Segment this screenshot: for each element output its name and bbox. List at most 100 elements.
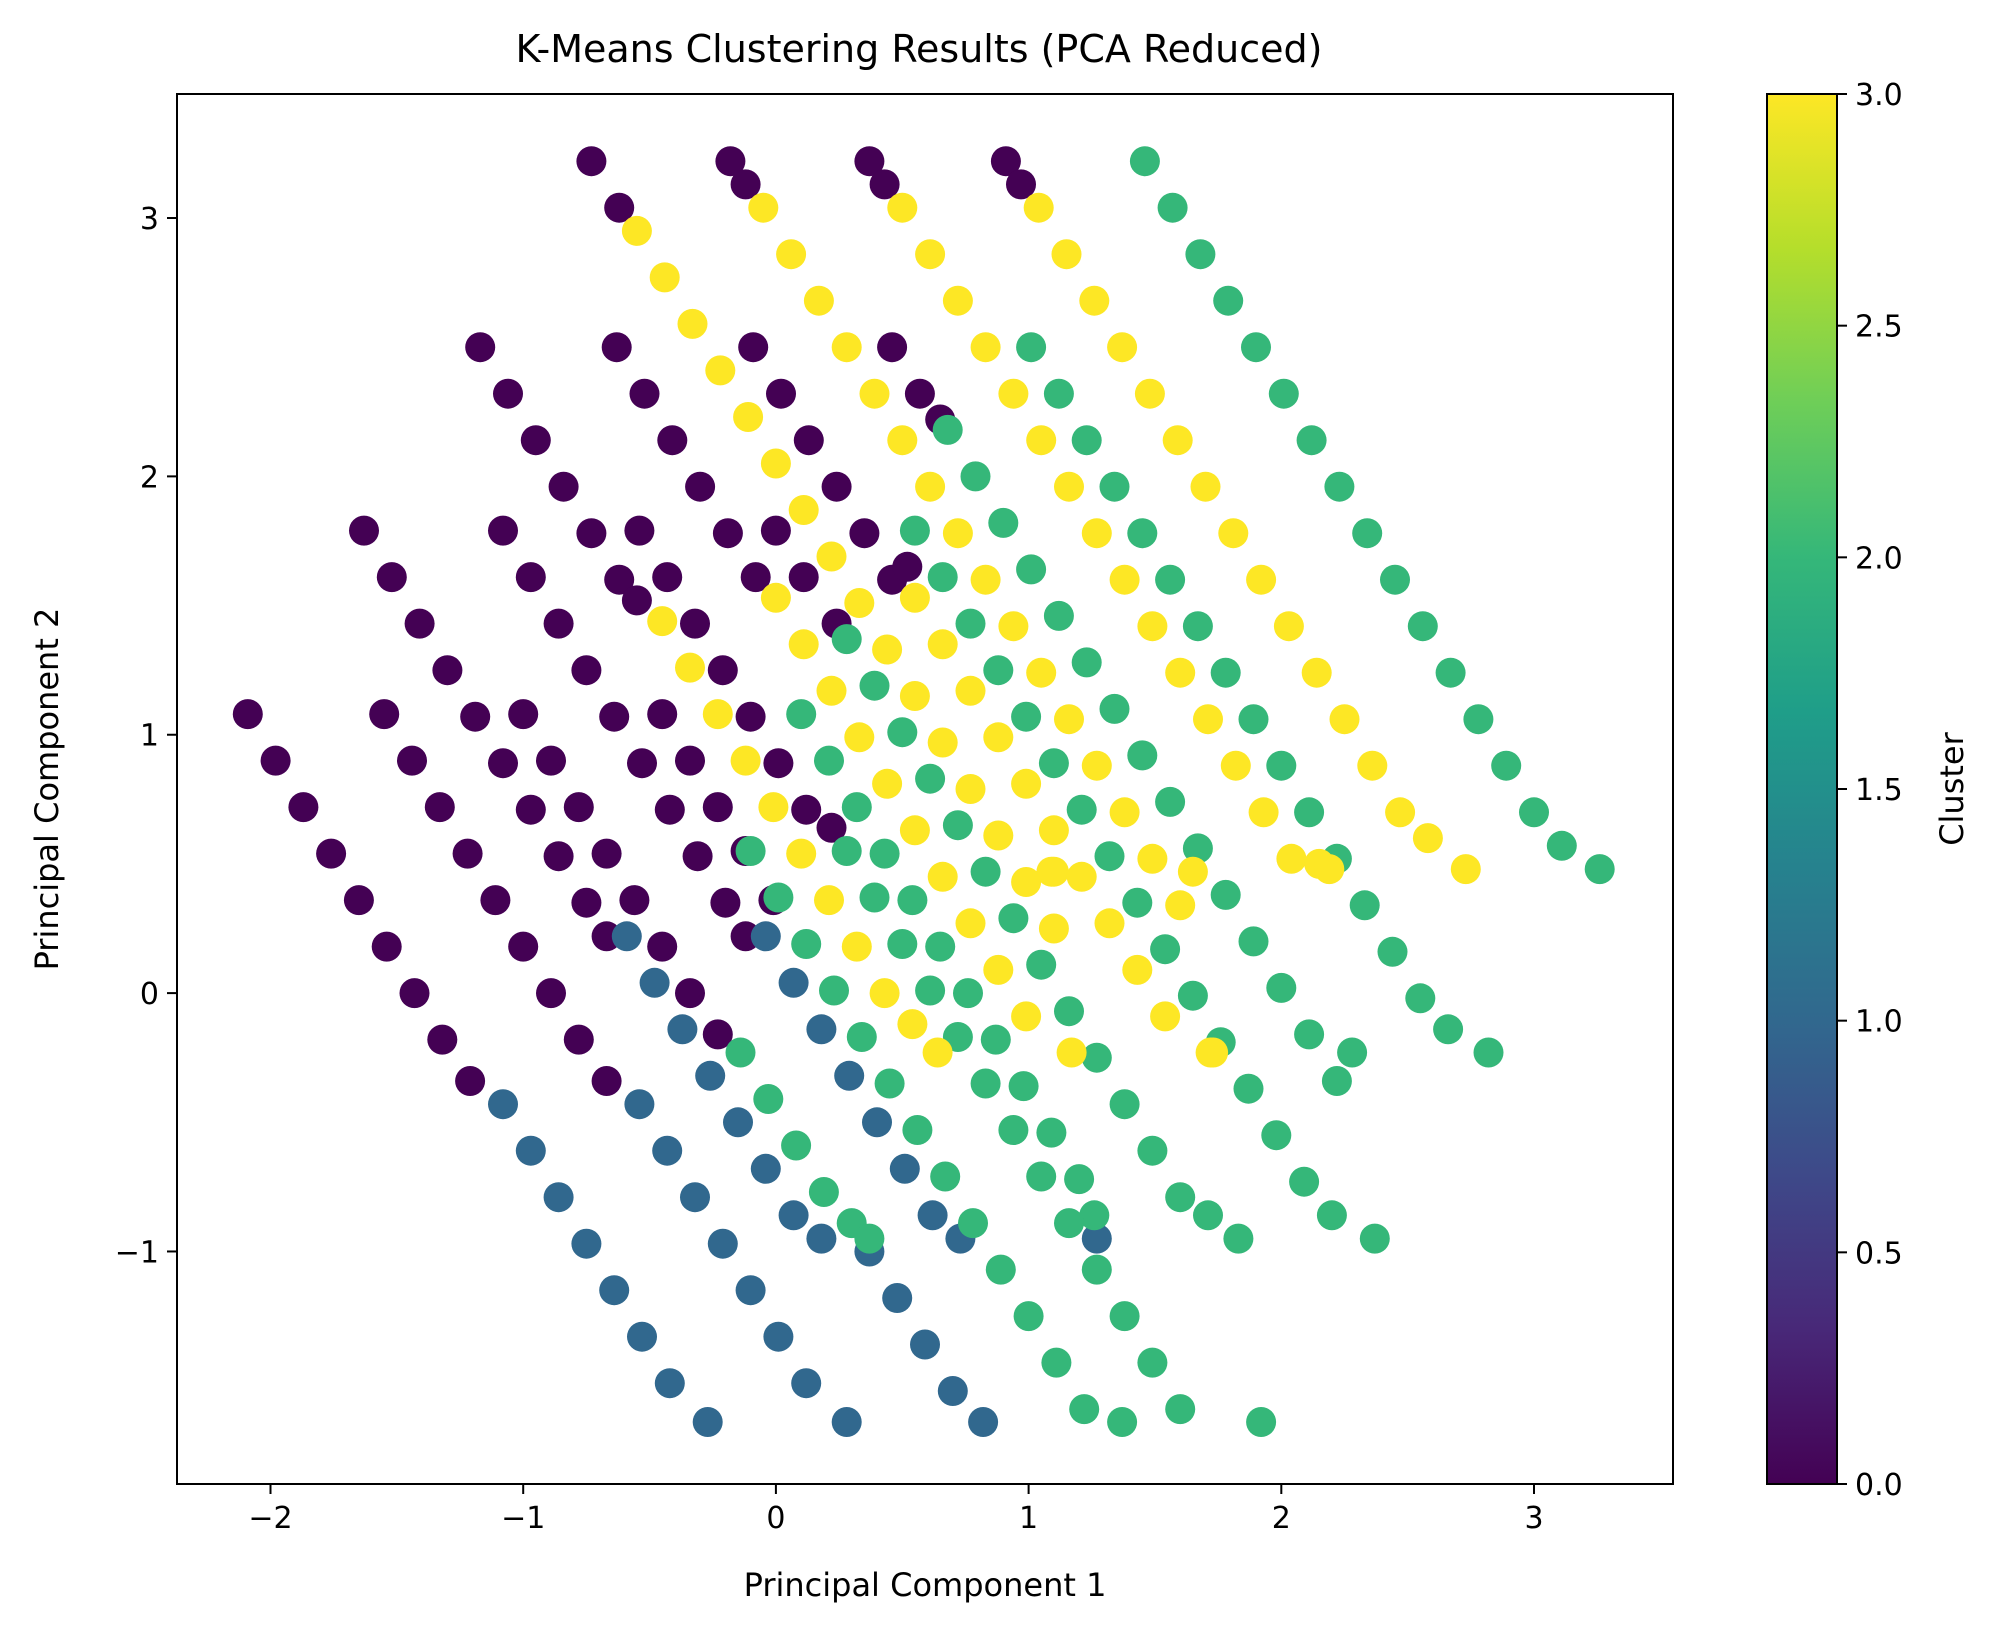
scatter-point xyxy=(750,1153,781,1184)
scatter-point xyxy=(899,815,930,846)
scatter-point xyxy=(970,1068,1001,1099)
scatter-point xyxy=(955,774,986,804)
scatter-point xyxy=(1036,1117,1067,1148)
scatter-point xyxy=(621,585,652,616)
scatter-point xyxy=(1165,657,1196,688)
colorbar xyxy=(1767,94,1837,1484)
scatter-point xyxy=(652,1135,683,1166)
scatter-point xyxy=(399,978,430,1009)
scatter-point xyxy=(1137,1347,1168,1378)
scatter-point xyxy=(1016,332,1047,363)
scatter-point xyxy=(1081,1042,1112,1073)
scatter-point xyxy=(376,562,407,593)
scatter-point xyxy=(1349,890,1380,921)
scatter-point xyxy=(543,1182,574,1213)
scatter-point xyxy=(859,670,890,701)
scatter-point xyxy=(808,1177,839,1207)
y-tick-label: 3 xyxy=(140,202,159,237)
scatter-point xyxy=(1519,797,1549,828)
scatter-point xyxy=(882,1283,913,1313)
scatter-point xyxy=(877,332,908,363)
scatter-point xyxy=(763,882,794,913)
scatter-point xyxy=(1218,518,1249,549)
scatter-point xyxy=(892,551,923,582)
scatter-point xyxy=(869,169,900,200)
x-tick-label: 0 xyxy=(766,1501,785,1536)
scatter-point xyxy=(639,967,670,998)
scatter-point xyxy=(1107,1407,1138,1437)
scatter-point xyxy=(831,836,862,866)
scatter-point xyxy=(932,414,963,445)
scatter-point xyxy=(1079,1200,1110,1231)
scatter-point xyxy=(1069,1394,1100,1425)
scatter-point xyxy=(990,146,1021,177)
scatter-point xyxy=(649,262,680,293)
scatter-point xyxy=(343,885,374,916)
scatter-point xyxy=(571,655,602,686)
scatter-point xyxy=(806,1223,837,1254)
scatter-point xyxy=(788,562,819,593)
scatter-point xyxy=(983,954,1014,985)
colorbar-ticks: 0.0 0.5 1.0 1.5 2.0 2.5 3.0 xyxy=(1837,78,1903,1503)
scatter-point xyxy=(349,515,379,546)
scatter-point xyxy=(1213,285,1244,316)
scatter-point xyxy=(723,1107,753,1138)
scatter-point xyxy=(1026,949,1057,980)
scatter-point xyxy=(1043,600,1074,631)
scatter-point xyxy=(647,931,678,962)
scatter-point xyxy=(763,748,794,779)
scatter-point xyxy=(872,768,903,799)
scatter-point xyxy=(814,885,844,916)
scatter-point xyxy=(1036,856,1067,887)
scatter-point xyxy=(680,608,710,639)
scatter-point xyxy=(1162,425,1193,456)
scatter-point xyxy=(591,838,622,869)
scatter-point xyxy=(1165,890,1196,921)
scatter-point xyxy=(899,582,930,613)
scatter-point xyxy=(831,1407,862,1437)
scatter-point xyxy=(910,1329,940,1360)
scatter-point xyxy=(369,699,400,730)
scatter-point xyxy=(915,763,946,794)
scatter-point xyxy=(917,1200,948,1231)
scatter-point xyxy=(942,1022,973,1052)
scatter-point xyxy=(953,978,983,1009)
scatter-point xyxy=(604,564,635,595)
scatter-point xyxy=(515,562,546,593)
scatter-point xyxy=(675,652,705,683)
scatter-point xyxy=(1433,1014,1464,1045)
scatter-point xyxy=(1109,1089,1140,1120)
scatter-point xyxy=(758,792,789,823)
scatter-point xyxy=(904,378,935,409)
scatter-point xyxy=(1450,854,1481,885)
scatter-point xyxy=(897,1009,928,1040)
scatter-point xyxy=(834,1060,865,1091)
scatter-point xyxy=(675,978,705,1009)
colorbar-tick-label: 1.0 xyxy=(1855,1005,1903,1040)
scatter-point xyxy=(983,820,1014,851)
scatter-point xyxy=(702,1019,733,1050)
scatter-point xyxy=(652,562,683,593)
scatter-point xyxy=(629,378,660,409)
scatter-point xyxy=(925,931,956,962)
scatter-point xyxy=(733,402,764,432)
scatter-point xyxy=(1041,1347,1072,1378)
scatter-point xyxy=(1137,843,1168,874)
y-axis-ticks: −1 0 1 2 3 xyxy=(115,202,177,1270)
scatter-point xyxy=(1109,797,1140,828)
scatter-point xyxy=(702,699,733,730)
scatter-point xyxy=(1071,647,1102,678)
colorbar-tick-label: 0.5 xyxy=(1855,1236,1903,1271)
scatter-point xyxy=(748,192,779,223)
scatter-point xyxy=(970,564,1001,595)
scatter-point xyxy=(1011,768,1042,799)
scatter-point xyxy=(915,975,946,1006)
scatter-point xyxy=(872,634,903,665)
scatter-point xyxy=(763,1321,794,1352)
scatter-point xyxy=(702,792,733,823)
scatter-point xyxy=(571,887,602,918)
y-tick-label: 2 xyxy=(140,460,159,495)
scatter-point xyxy=(915,239,946,270)
scatter-point xyxy=(750,921,781,952)
scatter-point xyxy=(1359,1223,1390,1254)
